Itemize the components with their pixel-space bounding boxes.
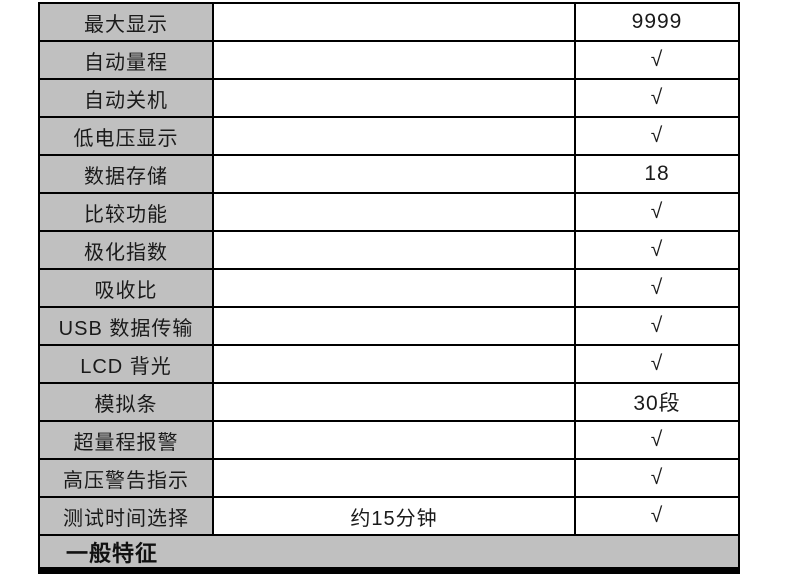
spec-detail-cell bbox=[214, 346, 576, 382]
spec-detail-cell bbox=[214, 308, 576, 344]
spec-detail-cell bbox=[214, 80, 576, 116]
spec-detail-cell: 约15分钟 bbox=[214, 498, 576, 534]
spec-value-cell: 9999 bbox=[576, 4, 738, 40]
spec-detail-cell bbox=[214, 194, 576, 230]
table-row: 模拟条 30段 bbox=[40, 384, 738, 422]
spec-label-cell: 低电压显示 bbox=[40, 118, 214, 154]
section-header-title: 一般特征 bbox=[66, 540, 159, 566]
table-row: 最大显示 9999 bbox=[40, 4, 738, 42]
spec-detail-cell bbox=[214, 422, 576, 458]
table-row: 高压警告指示 √ bbox=[40, 460, 738, 498]
table-row: USB 数据传输 √ bbox=[40, 308, 738, 346]
spec-label-cell: 极化指数 bbox=[40, 232, 214, 268]
spec-label-cell: 数据存储 bbox=[40, 156, 214, 192]
spec-value-cell: √ bbox=[576, 422, 738, 458]
section-divider-bar bbox=[40, 567, 738, 574]
table-row: 低电压显示 √ bbox=[40, 118, 738, 156]
spec-label-cell: 比较功能 bbox=[40, 194, 214, 230]
spec-detail-cell bbox=[214, 232, 576, 268]
table-row: 比较功能 √ bbox=[40, 194, 738, 232]
spec-detail-cell bbox=[214, 384, 576, 420]
spec-label-cell: 模拟条 bbox=[40, 384, 214, 420]
spec-detail-cell bbox=[214, 42, 576, 78]
spec-label-cell: 自动量程 bbox=[40, 42, 214, 78]
spec-value-cell: √ bbox=[576, 346, 738, 382]
table-row: 超量程报警 √ bbox=[40, 422, 738, 460]
spec-label-cell: LCD 背光 bbox=[40, 346, 214, 382]
spec-label-cell: 高压警告指示 bbox=[40, 460, 214, 496]
table-row: 自动量程 √ bbox=[40, 42, 738, 80]
table-row: 极化指数 √ bbox=[40, 232, 738, 270]
table-row: 数据存储 18 bbox=[40, 156, 738, 194]
table-row: 测试时间选择 约15分钟 √ bbox=[40, 498, 738, 536]
spec-value-cell: √ bbox=[576, 308, 738, 344]
spec-rows: 最大显示 9999 自动量程 √ 自动关机 √ 低电压显示 √ 数据存储 18 比较功能 √ 极化指数 √… bbox=[40, 4, 738, 536]
table-row: 自动关机 √ bbox=[40, 80, 738, 118]
spec-value-cell: √ bbox=[576, 460, 738, 496]
spec-label-cell: 自动关机 bbox=[40, 80, 214, 116]
spec-value-cell: √ bbox=[576, 194, 738, 230]
spec-detail-cell bbox=[214, 460, 576, 496]
spec-value-cell: 18 bbox=[576, 156, 738, 192]
spec-value-cell: √ bbox=[576, 42, 738, 78]
spec-value-cell: √ bbox=[576, 118, 738, 154]
spec-value-cell: √ bbox=[576, 270, 738, 306]
table-row: 吸收比 √ bbox=[40, 270, 738, 308]
spec-value-cell: √ bbox=[576, 80, 738, 116]
spec-detail-cell bbox=[214, 156, 576, 192]
spec-detail-cell bbox=[214, 118, 576, 154]
specification-table: 最大显示 9999 自动量程 √ 自动关机 √ 低电压显示 √ 数据存储 18 比较功能 √ 极化指数 √… bbox=[38, 2, 740, 574]
spec-value-cell: √ bbox=[576, 498, 738, 534]
section-header-row: 一般特征 bbox=[40, 536, 738, 567]
spec-detail-cell bbox=[214, 4, 576, 40]
spec-detail-cell bbox=[214, 270, 576, 306]
spec-label-cell: 吸收比 bbox=[40, 270, 214, 306]
spec-label-cell: USB 数据传输 bbox=[40, 308, 214, 344]
spec-label-cell: 超量程报警 bbox=[40, 422, 214, 458]
table-row: LCD 背光 √ bbox=[40, 346, 738, 384]
spec-value-cell: 30段 bbox=[576, 384, 738, 420]
spec-label-cell: 测试时间选择 bbox=[40, 498, 214, 534]
spec-label-cell: 最大显示 bbox=[40, 4, 214, 40]
spec-value-cell: √ bbox=[576, 232, 738, 268]
